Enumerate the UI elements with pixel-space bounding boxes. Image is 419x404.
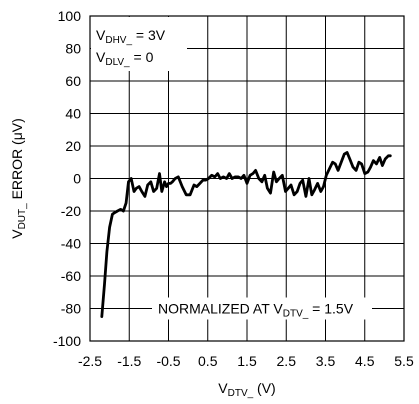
x-axis-label-tail: (V) [253, 380, 276, 396]
annotation-normalized: NORMALIZED AT VDTV_ = 1.5V [158, 301, 354, 320]
y-tick-label: -60 [61, 268, 81, 284]
y-tick-label: 80 [65, 41, 81, 57]
annotation-vdhv-main: V [96, 27, 106, 43]
x-tick-label: 5.5 [394, 353, 414, 369]
annotation-normalized-main: NORMALIZED AT V [158, 301, 283, 317]
y-tick-label: 0 [73, 171, 81, 187]
x-tick-label: -2.5 [78, 353, 102, 369]
y-axis-label-tail: ERROR (μV) [9, 118, 25, 203]
annotation-vdhv: VDHV_ = 3V [96, 27, 166, 46]
x-tick-labels: -2.5 -1.5 -0.5 0.5 1.5 2.5 3.5 4.5 5.5 [78, 353, 414, 369]
y-tick-label: -100 [53, 333, 81, 349]
annotation-vdlv: VDLV_ = 0 [96, 49, 154, 68]
y-axis-label-main: V [9, 229, 25, 239]
x-tick-label: 4.5 [355, 353, 375, 369]
x-tick-label: 2.5 [277, 353, 297, 369]
x-axis-label-main: V [218, 380, 228, 396]
annotation-box-normalized [152, 297, 372, 320]
annotation-vdlv-sub: DLV_ [105, 57, 130, 68]
annotation-box-supply [91, 17, 187, 71]
y-tick-label: 20 [65, 138, 81, 154]
annotation-vdlv-tail: = 0 [130, 49, 154, 65]
x-tick-label: -1.5 [117, 353, 141, 369]
plot-frame [89, 15, 405, 342]
annotation-vdlv-main: V [96, 49, 106, 65]
y-tick-label: 60 [65, 73, 81, 89]
y-tick-label: -40 [61, 236, 81, 252]
y-tick-label: -20 [61, 203, 81, 219]
y-axis-label-sub: DUT_ [17, 203, 28, 230]
y-tick-label: 40 [65, 106, 81, 122]
y-tick-labels: 100 80 60 40 20 0 -20 -40 -60 -80 -100 [53, 8, 81, 349]
y-axis-label: VDUT_ ERROR (μV) [9, 118, 28, 239]
x-axis-label-sub: DTV_ [228, 388, 254, 399]
x-tick-label: -0.5 [156, 353, 180, 369]
series-line [100, 151, 392, 318]
annotation-vdhv-tail: = 3V [132, 27, 166, 43]
x-tick-label: 1.5 [237, 353, 257, 369]
annotation-normalized-sub: DTV_ [283, 309, 309, 320]
annotation-vdhv-sub: DHV_ [105, 35, 132, 46]
x-axis-label: VDTV_ (V) [218, 380, 275, 399]
y-tick-label: -80 [61, 301, 81, 317]
x-tick-label: 0.5 [198, 353, 218, 369]
y-tick-label: 100 [58, 8, 82, 24]
x-tick-label: 3.5 [316, 353, 336, 369]
series-group [100, 151, 392, 318]
annotation-normalized-tail: = 1.5V [308, 301, 353, 317]
